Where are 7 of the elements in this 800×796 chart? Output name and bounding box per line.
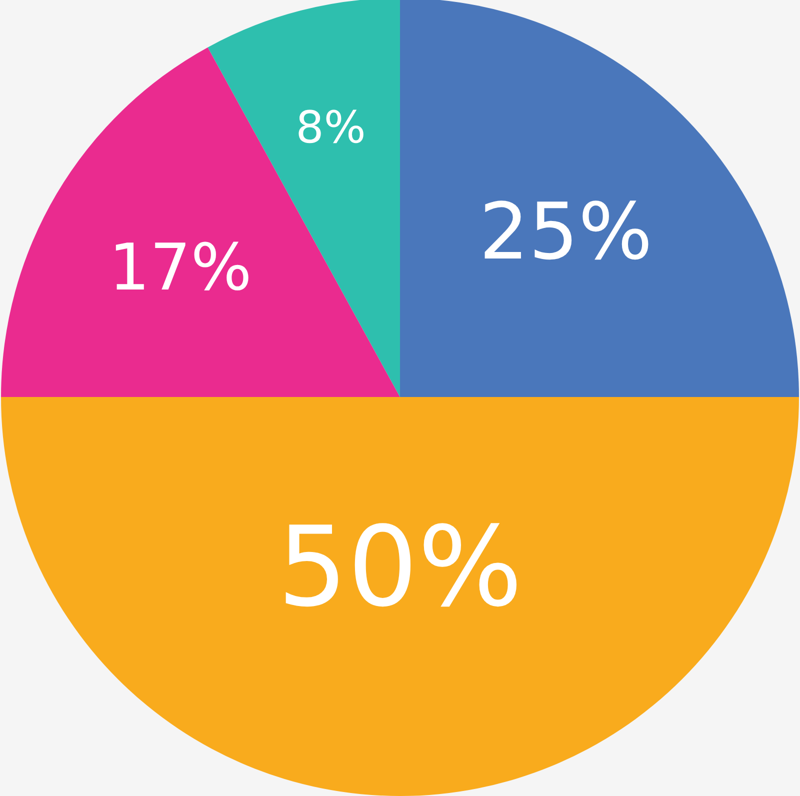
- data-label: 8%: [296, 102, 366, 154]
- data-label: 17%: [108, 230, 252, 306]
- pie-slice: [1, 47, 400, 397]
- data-label: 25%: [479, 188, 652, 278]
- pie-slice: [400, 0, 799, 397]
- data-label: 50%: [277, 504, 523, 632]
- pie-slice: [1, 397, 799, 796]
